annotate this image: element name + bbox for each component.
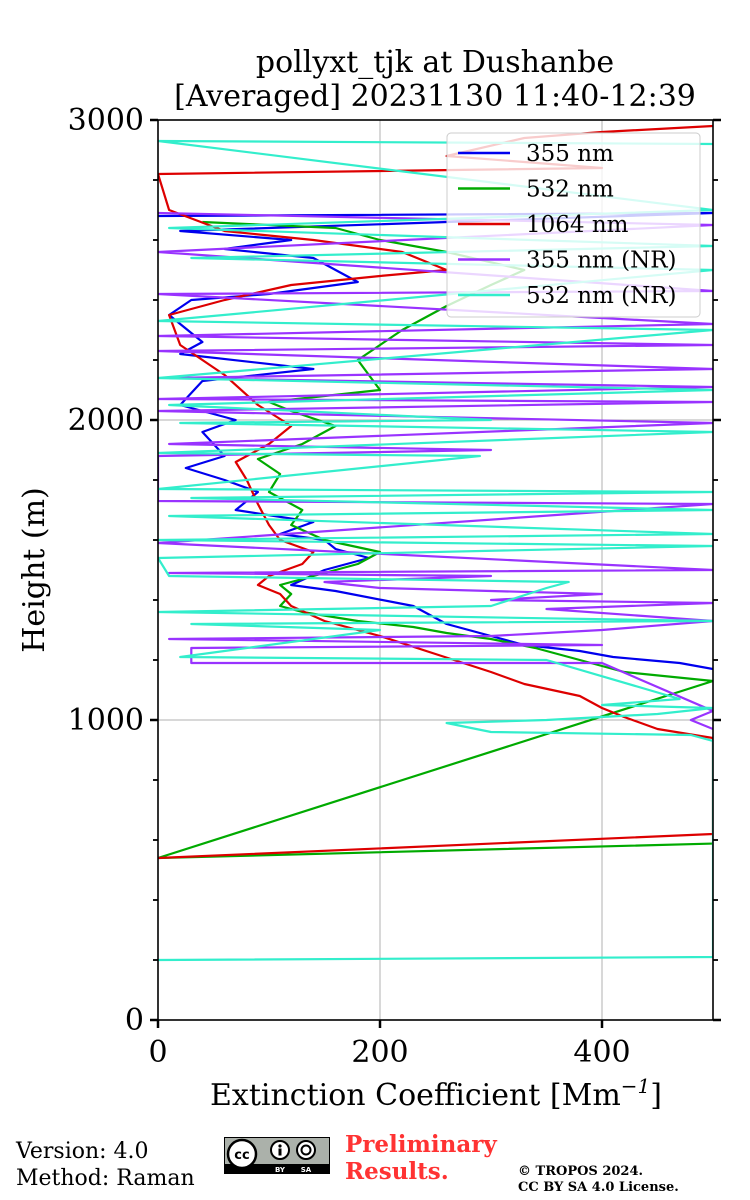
axis-ticks: 0 200 400 0 1000 2000 3000: [68, 103, 721, 1070]
extinction-profile-chart: pollyxt_tjk at Dushanbe [Averaged] 20231…: [17, 45, 721, 1113]
legend-label-0: 355 nm: [526, 141, 614, 167]
svg-text:BY: BY: [275, 1166, 286, 1174]
series-line-3: [158, 211, 713, 731]
series-line-0: [158, 211, 713, 671]
legend-label-4: 532 nm (NR): [526, 283, 677, 309]
x-axis-label: Extinction Coefficient [Mm−1]: [210, 1074, 662, 1113]
copyright-line-1: © TROPOS 2024.: [518, 1164, 644, 1179]
legend-label-1: 532 nm: [526, 177, 614, 203]
plot-frame: [157, 119, 714, 1021]
x-tick-label: 0: [148, 1035, 167, 1070]
series-line-4: [158, 139, 713, 962]
svg-text:cc: cc: [234, 1148, 249, 1163]
legend-label-3: 355 nm (NR): [526, 248, 677, 274]
version-text: Version: 4.0: [16, 1139, 149, 1164]
y-tick-label: 0: [125, 1003, 144, 1038]
copyright-line-2: CC BY SA 4.0 License.: [518, 1180, 679, 1195]
cc-by-sa-icon: cc BY SA: [224, 1137, 330, 1174]
y-tick-label: 1000: [68, 703, 144, 738]
legend-label-2: 1064 nm: [526, 212, 629, 238]
y-tick-label: 2000: [68, 403, 144, 438]
x-tick-label: 400: [573, 1035, 630, 1070]
preliminary-results-line-2: Results.: [345, 1158, 449, 1185]
legend: 355 nm 532 nm 1064 nm 355 nm (NR) 532 nm (NR…: [446, 132, 701, 318]
y-tick-label: 3000: [68, 103, 144, 138]
chart-title-line-2: [Averaged] 20231130 11:40-12:39: [174, 79, 696, 114]
method-text: Method: Raman: [16, 1166, 195, 1191]
x-tick-label: 200: [351, 1035, 408, 1070]
y-axis-label: Height (m): [17, 487, 52, 652]
preliminary-results-line-1: Preliminary: [345, 1131, 497, 1158]
svg-text:SA: SA: [301, 1166, 312, 1174]
chart-title-line-1: pollyxt_tjk at Dushanbe: [256, 45, 614, 80]
legend-box: [446, 132, 701, 318]
